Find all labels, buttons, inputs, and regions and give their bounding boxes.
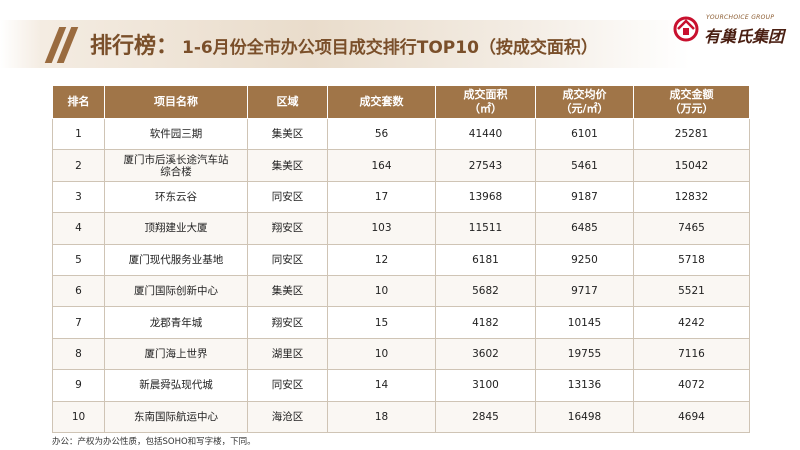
cell-rank: 4 [52,212,105,245]
cell-amount: 25281 [633,117,750,151]
header-project-name: 项目名称 [104,85,248,119]
cell-district: 同安区 [247,180,328,214]
cell-amount: 7465 [633,212,750,245]
cell-units: 10 [327,337,436,371]
title-banner [0,20,690,68]
table-header-row: 排名 项目名称 区域 成交套数 成交面积 （㎡） 成交均价 （元/㎡） 成交金额 （万… [52,85,750,119]
cell-area: 2845 [435,400,536,433]
cell-project-name: 新晨舜弘现代城 [104,369,248,402]
cell-amount: 12832 [633,180,750,214]
page-title-main: 排行榜： [90,34,179,59]
cell-district: 翔安区 [247,212,328,245]
cell-district: 同安区 [247,369,328,402]
cell-avg-price: 5461 [535,149,634,182]
cell-rank: 6 [52,274,105,308]
cell-avg-price: 13136 [535,369,634,402]
cell-area: 13968 [435,180,536,214]
cell-district: 集美区 [247,117,328,151]
cell-amount: 7116 [633,337,750,371]
cell-units: 15 [327,306,436,339]
cell-district: 集美区 [247,149,328,182]
cell-project-name: 龙郡青年城 [104,306,248,339]
cell-area: 5682 [435,274,536,308]
cell-project-name: 环东云谷 [104,180,248,214]
table-row: 2 厦门市后溪长途汽车站 综合楼 集美区 164 27543 5461 15042 [52,149,750,182]
logo-chinese-text: 有巢氏集团 [704,27,785,46]
table-row: 6 厦门国际创新中心 集美区 10 5682 9717 5521 [52,274,750,308]
table-row: 10 东南国际航运中心 海沧区 18 2845 16498 4694 [52,400,750,433]
cell-area: 27543 [435,149,536,182]
table-row: 3 环东云谷 同安区 17 13968 9187 12832 [52,180,750,214]
table-row: 7 龙郡青年城 翔安区 15 4182 10145 4242 [52,306,750,339]
cell-district: 同安区 [247,243,328,276]
cell-avg-price: 9250 [535,243,634,276]
cell-avg-price: 16498 [535,400,634,433]
cell-area: 11511 [435,212,536,245]
cell-avg-price: 9717 [535,274,634,308]
house-swirl-icon [673,16,699,42]
table-row: 8 厦门海上世界 湖里区 10 3602 19755 7116 [52,337,750,371]
cell-rank: 10 [52,400,105,433]
cell-area: 3100 [435,369,536,402]
cell-project-name: 顶翔建业大厦 [104,212,248,245]
logo-english-text: YOURCHOICE GROUP [706,14,775,21]
cell-avg-price: 6101 [535,117,634,151]
cell-units: 17 [327,180,436,214]
cell-rank: 7 [52,306,105,339]
cell-project-name: 厦门市后溪长途汽车站 综合楼 [104,149,248,182]
cell-units: 12 [327,243,436,276]
cell-amount: 5521 [633,274,750,308]
table-row: 1 软件园三期 集美区 56 41440 6101 25281 [52,117,750,151]
header-district: 区域 [247,85,328,119]
cell-amount: 4242 [633,306,750,339]
header-rank: 排名 [52,85,105,119]
table-row: 5 厦门现代服务业基地 同安区 12 6181 9250 5718 [52,243,750,276]
footnote: 办公：产权为办公性质，包括SOHO和写字楼，下同。 [52,437,256,447]
header-avg-price: 成交均价 （元/㎡） [535,85,634,119]
cell-area: 6181 [435,243,536,276]
page-title: 排行榜： 1-6月份全市办公项目成交排行TOP10（按成交面积） [90,30,690,62]
cell-rank: 9 [52,369,105,402]
cell-units: 164 [327,149,436,182]
cell-rank: 2 [52,149,105,182]
cell-area: 41440 [435,117,536,151]
cell-district: 湖里区 [247,337,328,371]
header-units: 成交套数 [327,85,436,119]
header-area: 成交面积 （㎡） [435,85,536,119]
cell-district: 海沧区 [247,400,328,433]
cell-rank: 5 [52,243,105,276]
cell-units: 10 [327,274,436,308]
cell-area: 3602 [435,337,536,371]
cell-project-name: 软件园三期 [104,117,248,151]
cell-units: 14 [327,369,436,402]
cell-project-name: 东南国际航运中心 [104,400,248,433]
cell-area: 4182 [435,306,536,339]
cell-avg-price: 19755 [535,337,634,371]
ranking-table: 排名 项目名称 区域 成交套数 成交面积 （㎡） 成交均价 （元/㎡） 成交金额 （万… [52,85,750,433]
cell-avg-price: 6485 [535,212,634,245]
cell-units: 18 [327,400,436,433]
table-row: 9 新晨舜弘现代城 同安区 14 3100 13136 4072 [52,369,750,402]
cell-units: 56 [327,117,436,151]
cell-rank: 3 [52,180,105,214]
cell-rank: 8 [52,337,105,371]
cell-district: 集美区 [247,274,328,308]
cell-avg-price: 10145 [535,306,634,339]
cell-district: 翔安区 [247,306,328,339]
cell-amount: 5718 [633,243,750,276]
cell-rank: 1 [52,117,105,151]
header-amount: 成交金额 （万元） [633,85,750,119]
company-logo: YOURCHOICE GROUP 有巢氏集团 [672,8,796,48]
cell-amount: 15042 [633,149,750,182]
cell-avg-price: 9187 [535,180,634,214]
page-title-sub: 1-6月份全市办公项目成交排行TOP10（按成交面积） [182,38,598,58]
cell-project-name: 厦门国际创新中心 [104,274,248,308]
table-row: 4 顶翔建业大厦 翔安区 103 11511 6485 7465 [52,212,750,245]
cell-amount: 4694 [633,400,750,433]
cell-units: 103 [327,212,436,245]
cell-amount: 4072 [633,369,750,402]
cell-project-name: 厦门现代服务业基地 [104,243,248,276]
title-slash-decoration [44,27,80,63]
cell-project-name: 厦门海上世界 [104,337,248,371]
